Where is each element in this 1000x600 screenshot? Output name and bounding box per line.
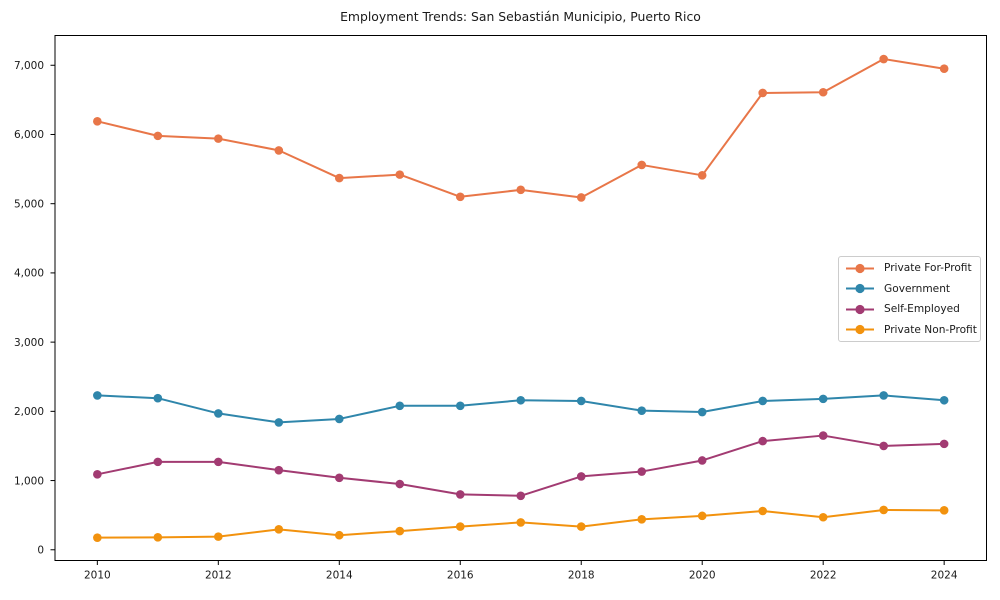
legend: Private For-Profit Government Self-Employe… <box>838 256 981 342</box>
legend-item-private-for-profit: Private For-Profit <box>839 258 980 279</box>
data-point-private-for-profit <box>395 170 405 179</box>
legend-item-self-employed: Self-Employed <box>839 299 980 320</box>
series-line-self-employed <box>97 434 945 497</box>
data-point-self-employed <box>576 472 586 481</box>
data-point-private-for-profit <box>697 171 707 180</box>
legend-item-private-non-profit: Private Non-Profit <box>839 320 980 341</box>
y-axis-tick-label: 4,000 <box>14 268 44 280</box>
data-point-private-non-profit <box>214 532 223 541</box>
data-point-self-employed <box>214 457 223 467</box>
data-point-government <box>93 391 102 400</box>
series-line-private-for-profit <box>97 58 945 199</box>
data-point-private-non-profit <box>576 522 586 531</box>
data-point-government <box>274 418 284 427</box>
y-axis-tick-label: 0 <box>37 544 44 556</box>
data-point-private-for-profit <box>153 131 163 141</box>
data-point-private-non-profit <box>758 506 767 516</box>
x-axis-tick-label: 2014 <box>326 570 353 582</box>
data-point-government <box>395 401 405 411</box>
data-point-self-employed <box>818 431 828 440</box>
legend-marker-self-employed <box>846 304 874 314</box>
data-point-government <box>576 396 586 406</box>
legend-dot <box>855 263 865 273</box>
data-point-government <box>637 406 647 415</box>
data-point-self-employed <box>939 439 949 449</box>
data-point-government <box>334 414 344 424</box>
data-point-private-for-profit <box>93 117 102 126</box>
legend-marker-government <box>846 284 874 294</box>
data-point-self-employed <box>334 473 344 483</box>
data-point-private-non-profit <box>516 518 526 527</box>
data-point-government <box>818 394 828 404</box>
y-axis-tick-label: 7,000 <box>14 60 44 72</box>
data-point-self-employed <box>758 436 767 446</box>
y-axis-tick-label: 3,000 <box>14 337 44 349</box>
data-point-private-non-profit <box>879 505 888 515</box>
y-axis-tick-label: 1,000 <box>14 475 44 487</box>
data-point-private-non-profit <box>939 506 949 515</box>
data-point-private-non-profit <box>637 515 647 524</box>
y-axis-tick-label: 6,000 <box>14 129 44 141</box>
data-point-self-employed <box>274 465 284 475</box>
legend-label: Private For-Profit <box>884 262 972 275</box>
legend-dot <box>855 304 865 314</box>
data-point-self-employed <box>879 441 888 451</box>
data-point-government <box>697 407 707 417</box>
x-axis-tick-label: 2018 <box>568 570 595 582</box>
data-point-private-non-profit <box>153 533 163 542</box>
data-point-self-employed <box>153 457 163 467</box>
data-point-government <box>153 393 163 403</box>
data-point-private-for-profit <box>576 193 586 202</box>
data-point-private-non-profit <box>818 512 828 522</box>
data-point-private-non-profit <box>274 525 284 534</box>
data-point-private-non-profit <box>93 533 102 542</box>
data-point-private-for-profit <box>939 64 949 74</box>
x-axis-tick-label: 2010 <box>84 570 111 582</box>
data-point-self-employed <box>516 491 526 501</box>
data-point-government <box>455 401 465 411</box>
data-point-government <box>879 391 888 400</box>
x-axis-tick-label: 2022 <box>810 570 837 582</box>
data-point-private-for-profit <box>455 192 465 202</box>
legend-item-government: Government <box>839 279 980 300</box>
x-axis-tick-label: 2012 <box>205 570 232 582</box>
data-point-private-for-profit <box>274 146 284 155</box>
data-point-self-employed <box>455 490 465 499</box>
x-axis-tick-label: 2024 <box>931 570 958 582</box>
data-point-self-employed <box>697 456 707 465</box>
data-point-private-for-profit <box>516 185 526 195</box>
y-axis-tick-label: 5,000 <box>14 198 44 210</box>
data-point-private-for-profit <box>758 88 767 98</box>
data-point-private-non-profit <box>455 522 465 531</box>
data-point-government <box>939 395 949 405</box>
data-point-private-non-profit <box>334 530 344 540</box>
data-point-private-for-profit <box>818 87 828 97</box>
data-point-private-non-profit <box>697 511 707 521</box>
data-point-government <box>758 396 767 406</box>
data-point-self-employed <box>395 479 405 489</box>
x-axis-tick-label: 2020 <box>689 570 716 582</box>
legend-dot <box>855 325 865 335</box>
data-point-government <box>214 409 223 418</box>
x-axis-tick-label: 2016 <box>447 570 474 582</box>
legend-label: Private Non-Profit <box>884 323 977 336</box>
axes-frame <box>54 35 987 561</box>
chart-title: Employment Trends: San Sebastián Municip… <box>340 9 701 24</box>
data-point-private-for-profit <box>214 134 223 143</box>
data-point-private-for-profit <box>879 54 888 64</box>
legend-dot <box>855 284 865 294</box>
legend-label: Government <box>884 282 951 295</box>
data-point-private-for-profit <box>637 160 647 170</box>
data-point-private-non-profit <box>395 526 405 536</box>
legend-label: Self-Employed <box>884 303 960 316</box>
y-axis-tick-label: 2,000 <box>14 406 44 418</box>
data-point-self-employed <box>93 470 102 479</box>
legend-marker-private-non-profit <box>846 325 874 335</box>
data-point-self-employed <box>637 467 647 476</box>
data-point-private-for-profit <box>334 173 344 183</box>
data-point-government <box>516 395 526 405</box>
legend-marker-private-for-profit <box>846 263 874 273</box>
